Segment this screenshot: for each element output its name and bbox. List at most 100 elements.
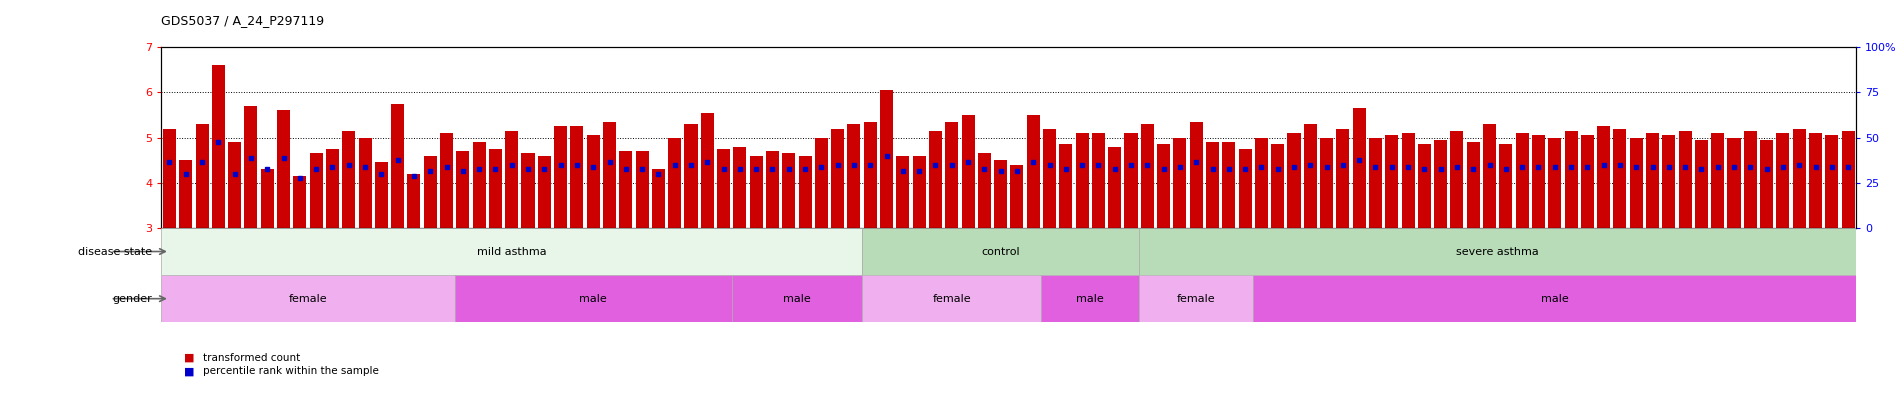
Bar bbox=[359, 138, 372, 228]
Text: male: male bbox=[784, 294, 810, 304]
Bar bbox=[571, 126, 583, 228]
Bar bbox=[1482, 124, 1496, 228]
Bar bbox=[473, 142, 486, 228]
Bar bbox=[1418, 144, 1431, 228]
Bar bbox=[1027, 115, 1040, 228]
Bar bbox=[1253, 275, 1856, 322]
Bar bbox=[195, 124, 209, 228]
Bar bbox=[1549, 138, 1562, 228]
Bar bbox=[700, 113, 714, 228]
Bar bbox=[1010, 165, 1023, 228]
Bar bbox=[862, 228, 1139, 275]
Bar bbox=[1124, 133, 1137, 228]
Bar bbox=[1841, 131, 1854, 228]
Text: female: female bbox=[932, 294, 972, 304]
Bar bbox=[717, 149, 731, 228]
Bar bbox=[260, 169, 273, 228]
Bar bbox=[864, 122, 877, 228]
Bar bbox=[213, 65, 224, 228]
Bar bbox=[342, 131, 355, 228]
Bar bbox=[374, 162, 387, 228]
Bar bbox=[913, 156, 926, 228]
Bar bbox=[1613, 129, 1627, 228]
Bar bbox=[685, 124, 697, 228]
Bar bbox=[1517, 133, 1528, 228]
Bar bbox=[1809, 133, 1822, 228]
Bar bbox=[391, 104, 404, 228]
Bar bbox=[1304, 124, 1317, 228]
Text: ■: ■ bbox=[184, 353, 195, 363]
Bar bbox=[1581, 135, 1594, 228]
Bar bbox=[651, 169, 664, 228]
Text: transformed count: transformed count bbox=[203, 353, 300, 363]
Bar bbox=[1336, 129, 1349, 228]
Bar bbox=[1141, 124, 1154, 228]
Bar bbox=[847, 124, 860, 228]
Bar bbox=[1499, 144, 1513, 228]
Text: control: control bbox=[981, 246, 1019, 257]
Bar bbox=[408, 174, 421, 228]
Bar bbox=[995, 160, 1008, 228]
Text: male: male bbox=[1076, 294, 1105, 304]
Bar bbox=[814, 138, 828, 228]
Bar bbox=[1663, 135, 1676, 228]
Bar bbox=[1173, 138, 1186, 228]
Bar bbox=[1727, 138, 1740, 228]
Text: GDS5037 / A_24_P297119: GDS5037 / A_24_P297119 bbox=[161, 15, 325, 28]
Bar bbox=[831, 129, 845, 228]
Bar bbox=[456, 151, 469, 228]
Bar bbox=[962, 115, 974, 228]
Bar bbox=[1108, 147, 1122, 228]
Bar bbox=[1091, 133, 1105, 228]
Bar bbox=[277, 110, 290, 228]
Bar bbox=[767, 151, 778, 228]
Bar bbox=[1368, 138, 1382, 228]
Bar bbox=[1826, 135, 1839, 228]
Text: female: female bbox=[1177, 294, 1215, 304]
Bar bbox=[928, 131, 941, 228]
Bar bbox=[1321, 138, 1332, 228]
Text: gender: gender bbox=[112, 294, 152, 304]
Bar bbox=[1564, 131, 1577, 228]
Bar bbox=[977, 153, 991, 228]
Bar bbox=[733, 147, 746, 228]
Bar bbox=[1695, 140, 1708, 228]
Text: male: male bbox=[1541, 294, 1568, 304]
Bar bbox=[423, 156, 437, 228]
Bar bbox=[490, 149, 501, 228]
Bar bbox=[1744, 131, 1758, 228]
Bar bbox=[1435, 140, 1446, 228]
Bar bbox=[294, 176, 306, 228]
Bar bbox=[537, 156, 550, 228]
Text: percentile rank within the sample: percentile rank within the sample bbox=[203, 366, 380, 376]
Bar bbox=[1794, 129, 1805, 228]
Bar bbox=[1059, 144, 1072, 228]
Bar bbox=[1712, 133, 1723, 228]
Bar bbox=[1239, 149, 1251, 228]
Text: mild asthma: mild asthma bbox=[476, 246, 547, 257]
Bar bbox=[1759, 140, 1773, 228]
Bar bbox=[1777, 133, 1790, 228]
Bar bbox=[668, 138, 681, 228]
Bar bbox=[1042, 275, 1139, 322]
Bar bbox=[1401, 133, 1414, 228]
Bar bbox=[1532, 135, 1545, 228]
Bar bbox=[619, 151, 632, 228]
Bar bbox=[1076, 133, 1089, 228]
Bar bbox=[604, 122, 617, 228]
Bar bbox=[782, 153, 795, 228]
Text: male: male bbox=[579, 294, 607, 304]
Bar bbox=[1044, 129, 1055, 228]
Bar bbox=[1139, 228, 1856, 275]
Bar bbox=[505, 131, 518, 228]
Bar bbox=[1222, 142, 1236, 228]
Bar bbox=[1139, 275, 1253, 322]
Text: severe asthma: severe asthma bbox=[1456, 246, 1539, 257]
Bar bbox=[799, 156, 812, 228]
Bar bbox=[1190, 122, 1203, 228]
Bar bbox=[1467, 142, 1480, 228]
Bar bbox=[586, 135, 600, 228]
Bar bbox=[1450, 131, 1463, 228]
Bar bbox=[326, 149, 340, 228]
Bar bbox=[1596, 126, 1610, 228]
